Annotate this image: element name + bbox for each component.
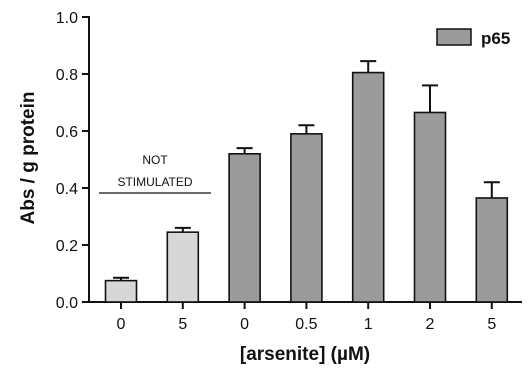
- legend: p65: [436, 28, 510, 48]
- y-tick-label: 0.2: [56, 238, 78, 255]
- x-tick-label: 2: [426, 316, 435, 333]
- bar: [228, 153, 261, 303]
- x-tick-label: 1: [364, 316, 373, 333]
- plot-area: 0.0 0.2 0.4 0.6 0.8 1.0 0 5 0 0.5 1 2 5: [56, 10, 522, 333]
- y-tick-label: 0.4: [56, 181, 78, 198]
- y-tick-label: 1.0: [56, 10, 78, 27]
- not-stimulated-annotation: NOT STIMULATED: [99, 153, 211, 194]
- bar: [475, 197, 509, 303]
- x-axis-title: [arsenite] (µM): [240, 344, 370, 365]
- bar: [413, 111, 447, 303]
- y-tick-label: 0.8: [56, 67, 78, 84]
- x-tick-label: 0: [117, 316, 126, 333]
- x-tick-label: 0.5: [295, 316, 317, 333]
- y-tick-label: 0.6: [56, 124, 78, 141]
- annotation-line-2: STIMULATED: [117, 175, 192, 189]
- legend-swatch: [436, 28, 472, 46]
- bar: [290, 133, 323, 303]
- y-tick-label: 0.0: [56, 295, 78, 312]
- x-tick-label: 0: [240, 316, 249, 333]
- x-tick-label: 5: [487, 316, 496, 333]
- legend-label: p65: [481, 29, 510, 48]
- annotation-line-1: NOT: [142, 153, 168, 167]
- bar: [166, 231, 200, 303]
- x-tick-label: 5: [178, 316, 187, 333]
- bar: [104, 279, 138, 303]
- y-axis-title: Abs / g protein: [18, 92, 39, 225]
- bar: [351, 71, 385, 303]
